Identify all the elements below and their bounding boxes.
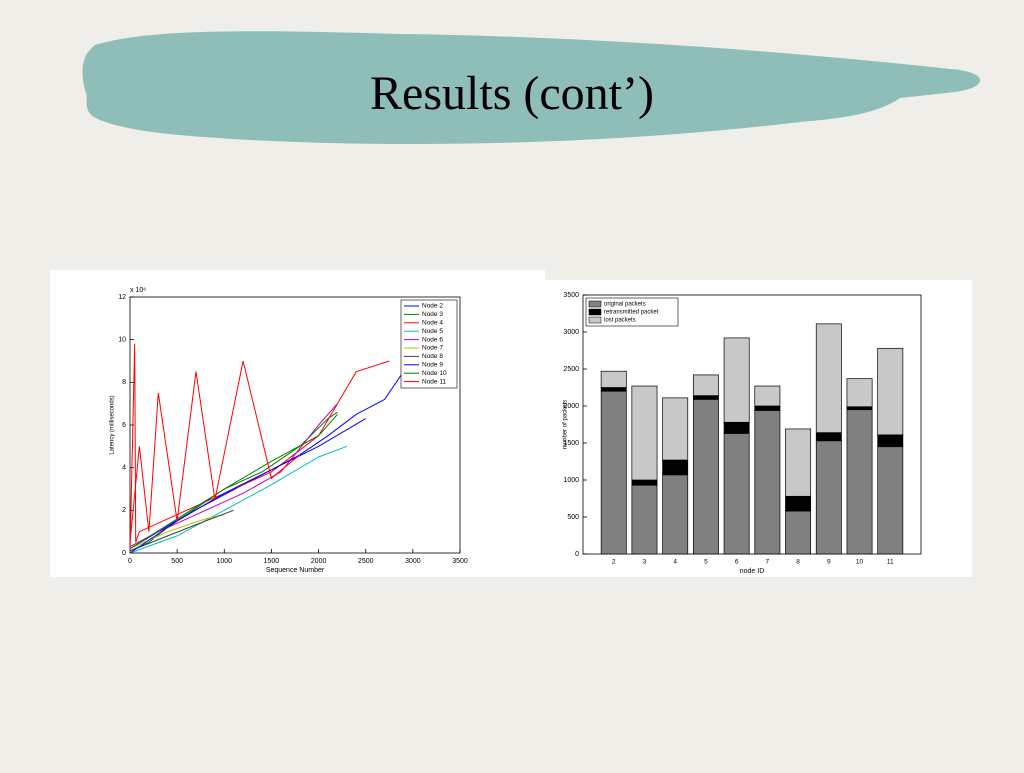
bar-segment [723, 337, 750, 423]
bar-segment [692, 374, 719, 396]
x-tick-label: 7 [766, 559, 770, 566]
x-tick-label: 3000 [405, 558, 421, 565]
data-line [129, 403, 338, 548]
bar-segment [785, 428, 812, 497]
y-axis-label: number of packets [563, 400, 569, 449]
title-banner [82, 31, 981, 144]
x-tick-label: 4 [673, 559, 677, 566]
bar-segment [846, 409, 873, 555]
bar-segment [846, 378, 873, 408]
bar-segment [723, 421, 750, 434]
legend-swatch [588, 316, 602, 324]
y-tick-label: 6 [122, 422, 126, 429]
x-tick-label: 3500 [452, 558, 468, 565]
bar-segment [631, 484, 658, 555]
bar-segment [600, 390, 627, 555]
x-tick-label: 11 [887, 559, 894, 566]
legend-label: Node 7 [422, 345, 443, 352]
data-line [129, 509, 234, 552]
x-tick-label: 5 [704, 559, 708, 566]
y-tick-label: 2000 [563, 403, 579, 410]
bar-segment [662, 474, 689, 555]
y-tick-label: 8 [122, 379, 126, 386]
bar-segment [754, 405, 781, 411]
legend-label: original packets [604, 302, 646, 308]
legend-label: Node 8 [422, 353, 443, 360]
legend-label: Node 11 [422, 378, 446, 385]
bar-segment [631, 385, 658, 481]
bar-segment [815, 323, 842, 433]
legend-label: Node 2 [422, 303, 443, 310]
y-tick-label: 2500 [563, 366, 579, 373]
x-tick-label: 10 [856, 559, 864, 566]
x-tick-label: 9 [827, 559, 831, 566]
bar-segment [815, 440, 842, 555]
legend-label: Node 10 [422, 370, 447, 377]
data-line [129, 445, 348, 554]
legend-label: lost packets [604, 318, 636, 324]
x-axis-label: node ID [740, 568, 765, 575]
x-tick-label: 8 [796, 559, 800, 566]
x-tick-label: 500 [171, 558, 183, 565]
x-tick-label: 2 [612, 559, 616, 566]
bar-segment [754, 410, 781, 555]
y-tick-label: 1500 [563, 440, 579, 447]
y-tick-label: 3000 [563, 329, 579, 336]
data-line [129, 413, 338, 550]
x-axis-label: Sequence Number [266, 567, 325, 574]
y-axis-label: Latency (milliseconds) [110, 395, 116, 454]
y-tick-label: 3500 [563, 292, 579, 299]
x-tick-label: 3 [643, 559, 647, 566]
bar-segment [662, 397, 689, 461]
bar-segment [877, 347, 904, 436]
bar-segment [877, 434, 904, 448]
legend-label: Node 3 [422, 311, 443, 318]
data-line [129, 418, 366, 554]
bar-segment [662, 459, 689, 476]
legend-label: Node 4 [422, 320, 443, 327]
x-tick-label: 2500 [358, 558, 374, 565]
x-tick-label: 6 [735, 559, 739, 566]
legend-swatch [588, 308, 602, 316]
bar-segment [692, 398, 719, 555]
x-tick-label: 1000 [216, 558, 232, 565]
x-tick-label: 2000 [311, 558, 327, 565]
bar-segment [846, 406, 873, 411]
legend-label: Node 5 [422, 328, 443, 335]
bar-segment [815, 432, 842, 442]
x-tick-label: 0 [128, 558, 132, 565]
data-line [129, 360, 301, 543]
y-tick-label: 0 [575, 551, 579, 558]
bar-segment [877, 446, 904, 555]
y-tick-label: 12 [118, 294, 126, 301]
y-tick-label: 10 [118, 337, 126, 344]
bar-segment [754, 385, 781, 407]
legend-label: Node 9 [422, 362, 443, 369]
bar-segment [600, 370, 627, 388]
x-tick-label: 1500 [264, 558, 280, 565]
y-tick-label: 4 [122, 465, 126, 472]
bar-segment [600, 387, 627, 392]
y-tick-label: 0 [122, 550, 126, 557]
bar-segment [785, 510, 812, 555]
legend-label: retransmitted packet [604, 310, 659, 316]
legend-label: Node 6 [422, 336, 443, 343]
legend-box [585, 297, 679, 327]
y-tick-label: 500 [567, 514, 579, 521]
y-tick-label: 1000 [563, 477, 579, 484]
bar-segment [723, 433, 750, 555]
y-multiplier: x 10⁶ [130, 287, 146, 294]
bar-segment [692, 395, 719, 400]
bar-segment [785, 495, 812, 512]
bar-segment [631, 479, 658, 486]
slide-title: Results (cont’) [370, 67, 654, 120]
legend-swatch [588, 300, 602, 308]
y-tick-label: 2 [122, 507, 126, 514]
